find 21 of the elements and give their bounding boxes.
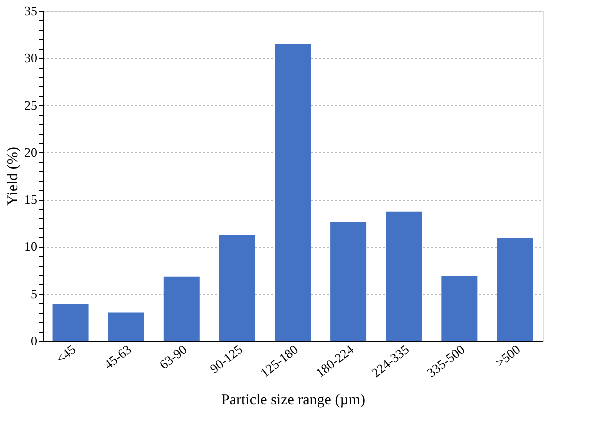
y-tick-label: 5: [31, 286, 38, 302]
y-tick-label: 25: [24, 98, 38, 113]
y-tick-label: 10: [24, 239, 38, 254]
bar: [386, 212, 422, 341]
bar: [108, 312, 144, 341]
y-axis-title: Yield (%): [6, 147, 22, 206]
x-tick-label: >500: [492, 342, 524, 370]
y-tick-label: 30: [24, 50, 38, 66]
x-tick-label: <45: [54, 342, 79, 366]
bar: [275, 44, 311, 341]
y-tick-label: 0: [31, 334, 38, 348]
y-tick-label: 35: [24, 4, 38, 18]
y-tick-label: 20: [24, 144, 38, 160]
bar: [442, 276, 478, 341]
bar: [52, 304, 89, 341]
x-axis-title: Particle size range (µm): [222, 392, 366, 408]
bar: [219, 235, 256, 341]
bar: [164, 276, 200, 341]
bar: [330, 222, 367, 341]
bar: [497, 238, 534, 341]
y-tick-label: 15: [24, 192, 38, 208]
